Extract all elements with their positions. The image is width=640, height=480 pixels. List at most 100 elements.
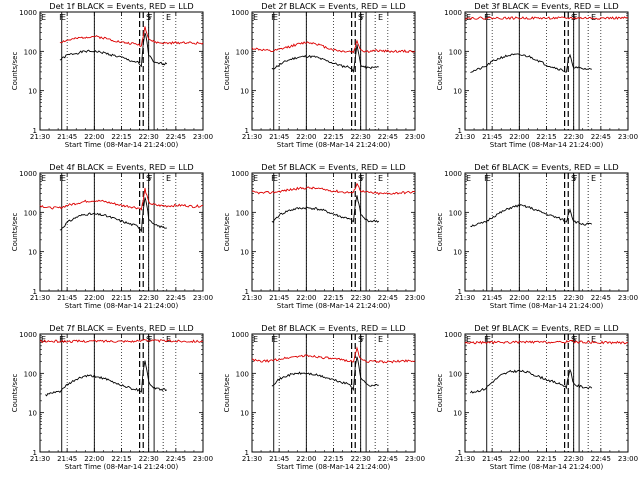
x-tick-label: 21:30: [30, 294, 50, 302]
event-marker-F: F: [59, 174, 64, 183]
x-tick-label: 22:15: [323, 133, 343, 141]
y-tick-label: 1: [245, 449, 249, 457]
event-marker-E: E: [466, 174, 471, 183]
events-series-line: [45, 360, 168, 397]
x-axis-label: Start Time (08-Mar-14 21:24:00): [277, 463, 391, 471]
x-tick-label: 22:00: [296, 133, 316, 141]
event-marker-S: S: [571, 174, 576, 183]
chart-panel-8: Det 8f BLACK = Events, RED = LLD 1 10 100 10…: [223, 323, 425, 471]
x-tick-label: 23:00: [618, 455, 638, 463]
plot-frame: [464, 172, 629, 292]
x-tick-label: 21:45: [482, 455, 502, 463]
x-tick-label: 22:15: [111, 455, 131, 463]
event-marker-S: S: [146, 13, 151, 22]
events-series-line: [470, 204, 593, 228]
event-marker-S: S: [571, 335, 576, 344]
events-series-line: [59, 197, 167, 233]
event-marker-E: E: [41, 335, 46, 344]
x-tick-label: 21:45: [57, 133, 77, 141]
x-tick-label: 23:00: [405, 455, 425, 463]
event-marker-F: F: [271, 13, 276, 22]
event-marker-F: F: [59, 13, 64, 22]
x-tick-label: 22:45: [166, 294, 186, 302]
lld-series-line: [251, 182, 416, 196]
events-series-line: [470, 53, 592, 73]
chart-title: Det 3f BLACK = Events, RED = LLD: [474, 1, 618, 11]
x-axis-label: Start Time (08-Mar-14 21:24:00): [277, 302, 391, 310]
x-tick-label: 21:45: [482, 133, 502, 141]
x-tick-label: 23:00: [193, 133, 213, 141]
events-series-line: [470, 368, 593, 394]
x-tick-label: 22:45: [591, 133, 611, 141]
x-tick-label: 23:00: [193, 294, 213, 302]
y-tick-label: 100: [24, 209, 37, 217]
x-tick-label: 22:15: [323, 455, 343, 463]
x-tick-label: 22:00: [296, 294, 316, 302]
x-tick-label: 21:30: [242, 294, 262, 302]
event-marker-F: F: [484, 335, 489, 344]
y-axis-label: Counts/sec: [436, 213, 444, 252]
x-tick-label: 22:00: [509, 133, 529, 141]
event-marker-F: F: [59, 335, 64, 344]
y-tick-label: 100: [236, 48, 249, 56]
x-tick-label: 22:30: [351, 294, 371, 302]
x-axis-label: Start Time (08-Mar-14 21:24:00): [277, 141, 391, 149]
x-tick-label: 23:00: [405, 133, 425, 141]
plot-frame: [251, 333, 416, 453]
event-marker-F: F: [148, 174, 153, 183]
x-tick-label: 21:45: [269, 455, 289, 463]
x-tick-label: 22:15: [323, 294, 343, 302]
event-marker-F: F: [360, 174, 365, 183]
event-marker-E: E: [273, 174, 278, 183]
chart-panel-5: Det 5f BLACK = Events, RED = LLD 1 10 100 10…: [223, 162, 425, 310]
y-axis-label: Counts/sec: [436, 52, 444, 91]
event-marker-E: E: [378, 174, 383, 183]
events-series-line: [271, 356, 379, 392]
event-marker-E: E: [41, 174, 46, 183]
x-tick-label: 22:00: [509, 294, 529, 302]
x-tick-label: 22:00: [84, 455, 104, 463]
plot-frame: [39, 172, 204, 292]
x-tick-label: 21:30: [30, 455, 50, 463]
event-marker-E: E: [273, 335, 278, 344]
x-tick-label: 21:30: [242, 455, 262, 463]
x-tick-label: 23:00: [618, 133, 638, 141]
x-tick-label: 22:15: [111, 294, 131, 302]
y-tick-label: 1: [33, 127, 37, 135]
x-axis-label: Start Time (08-Mar-14 21:24:00): [65, 463, 179, 471]
y-tick-label: 10: [453, 88, 462, 96]
plot-frame: [39, 11, 204, 131]
y-axis-label: Counts/sec: [11, 213, 19, 252]
event-marker-E: E: [166, 13, 171, 22]
event-marker-E: E: [61, 335, 66, 344]
y-tick-label: 1: [458, 449, 462, 457]
x-tick-label: 22:30: [564, 455, 584, 463]
y-axis-label: Counts/sec: [223, 52, 231, 91]
event-marker-F: F: [484, 174, 489, 183]
x-tick-label: 21:45: [269, 294, 289, 302]
y-tick-label: 100: [449, 209, 462, 217]
lld-series-line: [464, 339, 629, 345]
event-marker-F: F: [573, 13, 578, 22]
x-axis-label: Start Time (08-Mar-14 21:24:00): [490, 141, 604, 149]
plot-frame: [251, 11, 416, 131]
y-tick-label: 1: [33, 449, 37, 457]
y-axis-label: Counts/sec: [11, 374, 19, 413]
event-marker-E: E: [253, 174, 258, 183]
event-marker-E: E: [41, 13, 46, 22]
y-tick-label: 10: [453, 249, 462, 257]
event-marker-E: E: [466, 335, 471, 344]
event-marker-F: F: [360, 335, 365, 344]
x-tick-label: 22:30: [564, 294, 584, 302]
event-marker-E: E: [591, 13, 596, 22]
x-tick-label: 22:45: [378, 294, 398, 302]
event-marker-F: F: [148, 13, 153, 22]
lld-series-line: [39, 338, 204, 344]
plot-frame: [39, 333, 204, 453]
x-tick-label: 22:15: [536, 294, 556, 302]
x-tick-label: 22:15: [536, 133, 556, 141]
y-tick-label: 1000: [231, 331, 249, 339]
chart-title: Det 8f BLACK = Events, RED = LLD: [261, 323, 405, 333]
x-tick-label: 23:00: [618, 294, 638, 302]
x-tick-label: 22:30: [139, 133, 159, 141]
